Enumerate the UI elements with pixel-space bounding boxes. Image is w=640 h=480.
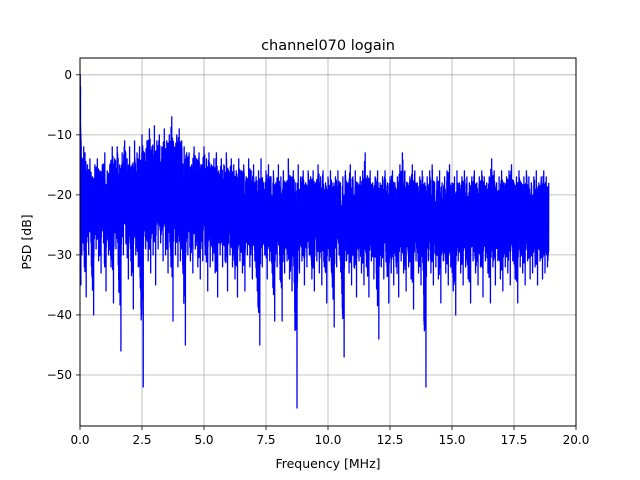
y-axis-label: PSD [dB] <box>19 214 34 269</box>
chart-title: channel070 logain <box>261 38 395 54</box>
y-tick-label: 0 <box>64 68 72 82</box>
x-axis-label: Frequency [MHz] <box>275 456 380 471</box>
x-tick-label: 17.5 <box>501 433 528 447</box>
x-tick-label: 12.5 <box>377 433 404 447</box>
y-tick-label: −20 <box>47 188 72 202</box>
psd-series-line <box>80 74 550 409</box>
x-tick-label: 0.0 <box>70 433 89 447</box>
x-tick-label: 20.0 <box>563 433 590 447</box>
y-tick-label: −50 <box>47 368 72 382</box>
x-tick-label: 2.5 <box>132 433 151 447</box>
x-tick-label: 5.0 <box>194 433 213 447</box>
x-tick-label: 15.0 <box>439 433 466 447</box>
x-tick-label: 10.0 <box>315 433 342 447</box>
y-axis-ticks: 0 −10 −20 −30 −40 −50 <box>47 68 80 382</box>
y-tick-label: −30 <box>47 248 72 262</box>
x-tick-label: 7.5 <box>256 433 275 447</box>
y-tick-label: −10 <box>47 128 72 142</box>
x-axis-ticks: 0.0 2.5 5.0 7.5 10.0 12.5 15.0 17.5 20.0 <box>70 426 589 447</box>
y-tick-label: −40 <box>47 308 72 322</box>
